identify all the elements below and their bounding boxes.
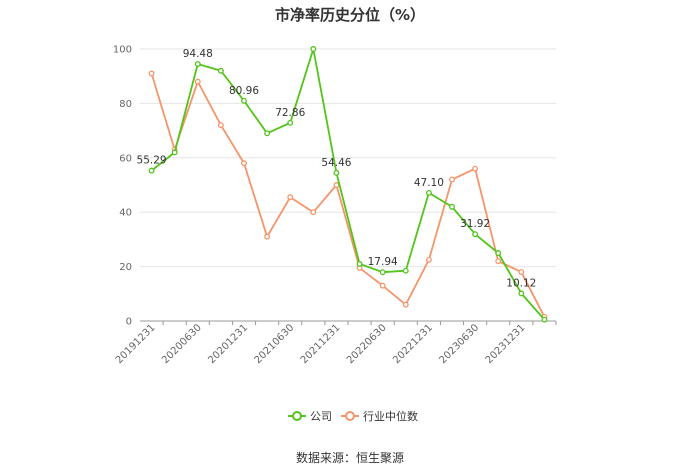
- legend: 公司 行业中位数: [288, 409, 418, 423]
- x-tick-label: 20230630: [437, 322, 481, 366]
- data-label: 72.86: [275, 107, 305, 119]
- data-point: [495, 258, 502, 265]
- data-point: [518, 269, 525, 275]
- chart-title: 市净率历史分位（%）: [274, 6, 426, 24]
- data-point: [217, 122, 224, 129]
- y-tick-label: 40: [119, 208, 132, 219]
- legend-label: 公司: [310, 410, 332, 423]
- x-tick-label: 20220630: [345, 322, 389, 366]
- data-point: [241, 160, 247, 167]
- data-point: [194, 78, 201, 85]
- data-point: [495, 250, 502, 256]
- data-point: [148, 167, 155, 174]
- data-point: [217, 67, 224, 74]
- data-point: [379, 282, 386, 289]
- gridlines: [140, 48, 556, 268]
- data-point: [425, 256, 432, 263]
- legend-label: 行业中位数: [363, 409, 418, 423]
- data-point: [148, 70, 155, 77]
- data-label: 47.10: [414, 177, 444, 189]
- data-point: [333, 169, 340, 176]
- data-point: [402, 301, 409, 308]
- series-lines: [148, 46, 548, 323]
- data-point: [333, 182, 340, 188]
- data-label: 80.96: [229, 85, 259, 97]
- data-point: [241, 97, 247, 104]
- y-tick-label: 20: [119, 262, 132, 273]
- data-point: [541, 316, 548, 323]
- data-point: [449, 203, 455, 210]
- series-line: [150, 73, 546, 318]
- data-source: 数据来源：恒生聚源: [295, 451, 404, 465]
- x-tick-label: 20210630: [253, 322, 297, 366]
- data-label: 31.92: [460, 218, 490, 230]
- x-tick-label: 20200630: [160, 322, 204, 366]
- data-point: [194, 61, 201, 67]
- data-point: [287, 194, 294, 201]
- legend-marker-dot: [292, 411, 302, 421]
- data-point: [310, 209, 317, 216]
- data-point: [310, 46, 317, 52]
- x-tick-label: 20191231: [114, 322, 158, 366]
- y-tick-label: 0: [126, 317, 132, 328]
- data-point: [472, 231, 479, 238]
- data-point: [264, 130, 271, 137]
- x-tick-label: 20231231: [484, 322, 528, 366]
- data-labels: 55.29 94.48 80.96 72.86 54.46 17.94 47.10 31.92…: [137, 48, 537, 289]
- x-tick-label: 20201231: [206, 322, 250, 366]
- data-point: [356, 260, 363, 267]
- legend-marker-dot: [345, 411, 355, 421]
- data-label: 54.46: [321, 157, 351, 169]
- y-tick-label: 60: [119, 153, 132, 164]
- data-point: [402, 267, 409, 274]
- data-point: [171, 149, 178, 156]
- data-label: 17.94: [368, 256, 398, 268]
- data-point: [449, 176, 455, 183]
- data-label: 10.12: [506, 277, 536, 289]
- y-tick-label: 80: [119, 99, 132, 110]
- x-tick-label: 20221231: [391, 322, 435, 366]
- data-point: [472, 165, 479, 172]
- data-point: [425, 189, 432, 196]
- series-line: [150, 48, 546, 321]
- data-point: [379, 269, 386, 276]
- data-label: 94.48: [183, 48, 213, 60]
- data-point: [287, 119, 294, 126]
- data-point: [264, 233, 271, 240]
- y-tick-label: 100: [113, 45, 132, 56]
- data-point: [518, 290, 525, 297]
- data-label: 55.29: [137, 155, 167, 167]
- x-tick-label: 20211231: [299, 322, 343, 366]
